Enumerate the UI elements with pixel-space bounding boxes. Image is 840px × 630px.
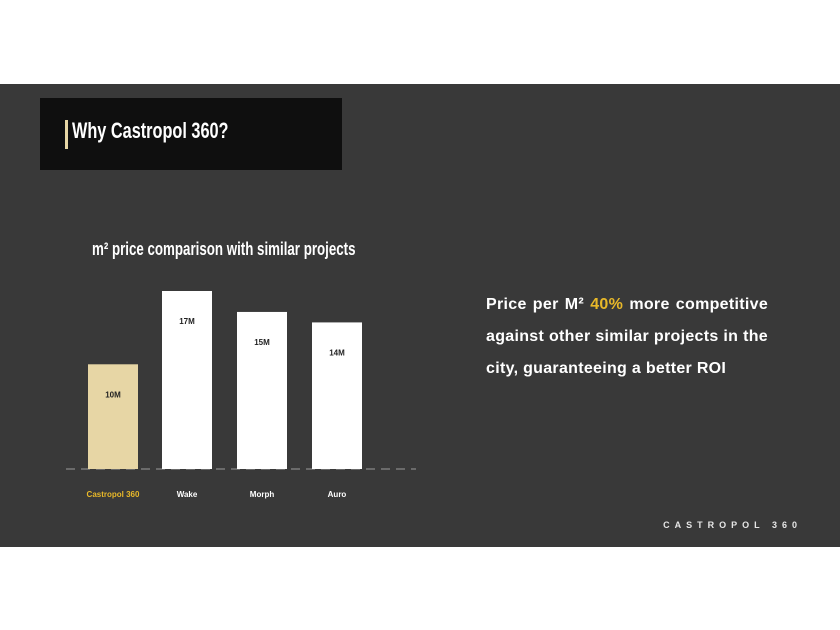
category-label: Auro [328, 490, 347, 499]
bar-morph [237, 311, 287, 469]
slide-title: Why Castropol 360? [72, 118, 229, 143]
bar-value-label: 17M [179, 317, 195, 326]
body-line-2: against other similar projects in the [486, 328, 768, 345]
category-label: Morph [250, 490, 275, 499]
chart-title: m² price comparison with similar project… [92, 239, 356, 259]
body-line-1: Price per M² 40% more competitive [486, 289, 768, 321]
highlight-percentage: 40% [590, 296, 624, 313]
body-text: Price per M² 40% more competitive agains… [486, 289, 768, 385]
title-accent-bar [65, 120, 68, 149]
body-line-1-post: more competitive [629, 296, 769, 313]
bar-castropol-360 [88, 364, 138, 469]
body-line-1-pre: Price per M² [486, 296, 585, 313]
slide: Why Castropol 360? m² price comparison w… [0, 84, 840, 547]
body-line-3: city, guaranteeing a better ROI [486, 360, 727, 377]
bar-value-label: 14M [329, 348, 345, 357]
bar-wake [162, 291, 212, 469]
title-box: Why Castropol 360? [40, 98, 342, 170]
bar-chart: 10M Castropol 360 17M Wake 15M Morph 14M Auro [66, 291, 416, 499]
bar-value-label: 15M [254, 338, 270, 347]
bar-auro [312, 322, 362, 469]
category-label: Wake [177, 490, 198, 499]
category-label: Castropol 360 [87, 490, 140, 499]
bar-value-label: 10M [105, 390, 121, 399]
brand-mark: CASTROPOL 360 [663, 520, 802, 530]
